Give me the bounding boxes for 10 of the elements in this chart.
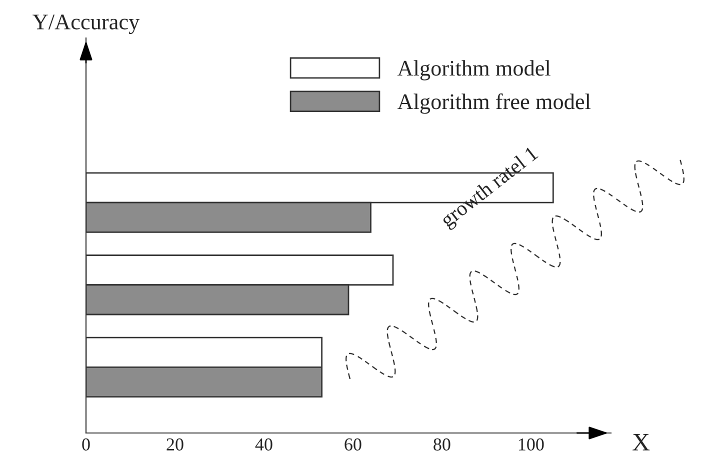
x-tick-label: 60 [344, 438, 362, 451]
x-tick-label: 100 [518, 438, 544, 451]
x-tick-label: 40 [255, 438, 272, 451]
x-tick-label: 0 [82, 438, 90, 451]
x-axis-title: X [632, 434, 650, 450]
legend-label: Algorithm free model [397, 93, 591, 114]
text: Y/Accuracy [32, 14, 140, 34]
legend-label: Algorithm model [397, 60, 550, 80]
x-tick-label: 80 [434, 438, 450, 451]
x-tick-label: 20 [166, 438, 184, 451]
